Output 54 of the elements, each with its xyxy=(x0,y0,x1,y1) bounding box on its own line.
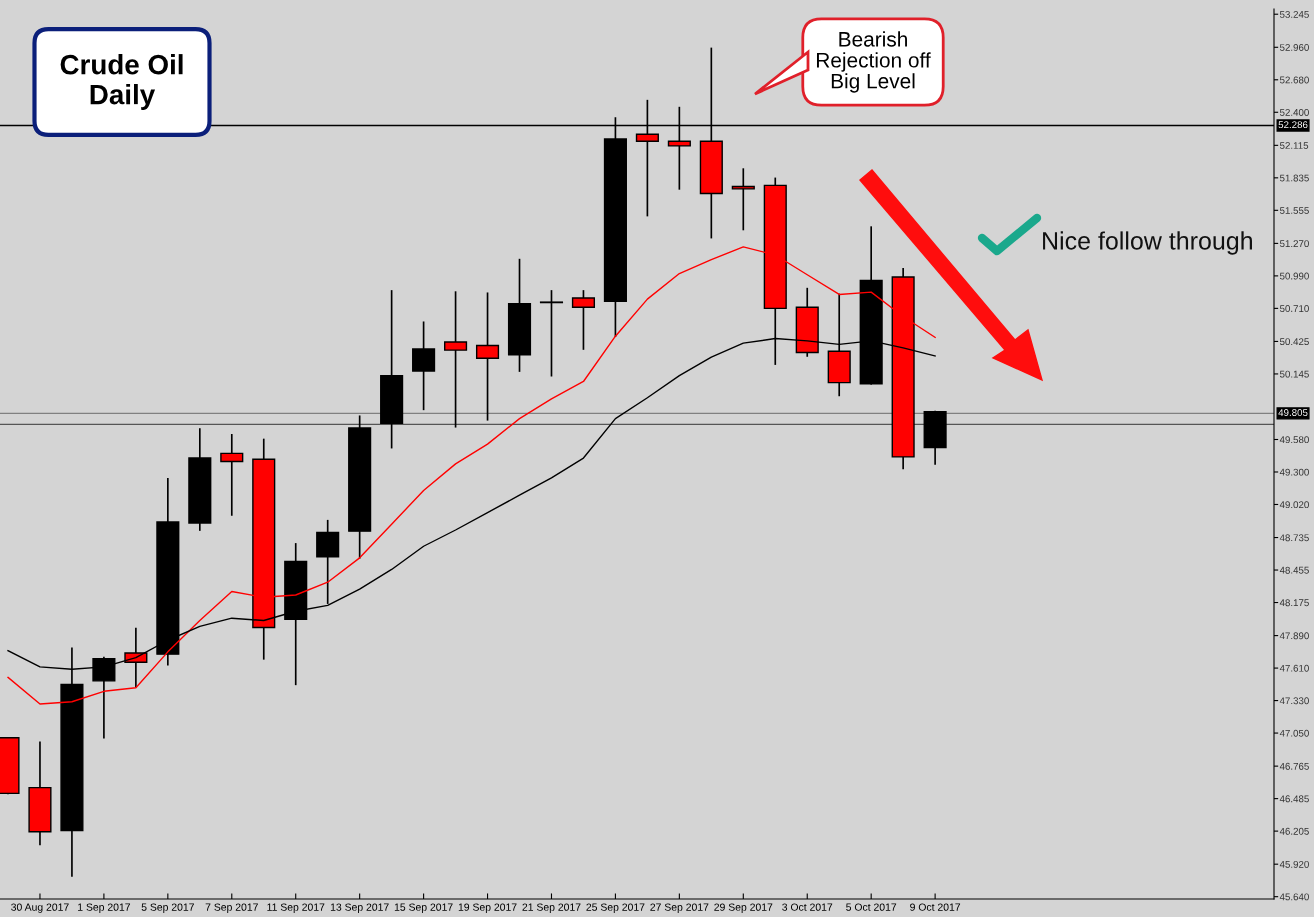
x-tick-label: 30 Aug 2017 xyxy=(11,903,69,913)
x-tick-label: 25 Sep 2017 xyxy=(586,903,645,913)
text: Nice follow through xyxy=(1043,231,1252,255)
y-tick-label: 51.270 xyxy=(1279,240,1309,248)
y-tick-label: 52.680 xyxy=(1279,76,1309,84)
y-tick-label: 46.765 xyxy=(1279,762,1309,770)
annotation: Bearish Rejection off Big Level xyxy=(816,31,931,93)
ref-line-label: 52.286 xyxy=(1278,121,1308,129)
text: Crude Oil Daily xyxy=(60,54,183,110)
x-tick-label: 27 Sep 2017 xyxy=(650,903,709,913)
x-tick-label: 7 Sep 2017 xyxy=(205,903,258,913)
y-tick-label: 49.580 xyxy=(1279,436,1309,444)
x-tick-label: 1 Sep 2017 xyxy=(78,903,131,913)
x-tick-label: 19 Sep 2017 xyxy=(458,903,517,913)
y-tick-label: 47.330 xyxy=(1279,697,1309,705)
candlestick xyxy=(220,434,244,516)
y-tick-label: 46.485 xyxy=(1279,795,1309,803)
y-tick-label: 51.555 xyxy=(1279,207,1309,214)
y-tick-label: 50.710 xyxy=(1279,305,1309,312)
y-tick-label: 53.245 xyxy=(1279,10,1309,18)
x-tick-label: 9 Oct 2017 xyxy=(910,903,961,911)
y-tick-label: 50.145 xyxy=(1279,370,1309,378)
y-tick-label: 46.205 xyxy=(1279,827,1309,835)
y-tick-label: 48.175 xyxy=(1279,599,1309,607)
y-tick-label: 52.400 xyxy=(1279,109,1309,116)
candlestick xyxy=(571,290,596,350)
x-tick-label: 3 Oct 2017 xyxy=(782,903,833,911)
y-tick-label: 49.020 xyxy=(1279,501,1309,509)
y-tick-label: 52.960 xyxy=(1279,44,1309,51)
y-tick-label: 45.640 xyxy=(1279,893,1309,901)
y-tick-label: 47.050 xyxy=(1279,729,1309,737)
y-tick-label: 47.610 xyxy=(1279,664,1309,672)
candlestick xyxy=(444,291,468,428)
y-tick-label: 51.835 xyxy=(1279,174,1309,182)
candlestick xyxy=(539,290,564,377)
x-tick-label: 5 Sep 2017 xyxy=(141,903,194,913)
x-tick-label: 29 Sep 2017 xyxy=(714,903,773,913)
candlestick xyxy=(475,292,500,421)
x-tick-label: 13 Sep 2017 xyxy=(330,903,389,913)
x-tick-label: 11 Sep 2017 xyxy=(267,903,325,913)
x-tick-label: 15 Sep 2017 xyxy=(394,903,453,913)
y-tick-label: 49.300 xyxy=(1279,468,1309,476)
y-tick-label: 48.735 xyxy=(1279,534,1309,542)
candlestick xyxy=(412,321,436,411)
y-tick-label: 52.115 xyxy=(1279,142,1309,149)
x-tick-label: 5 Oct 2017 xyxy=(846,903,897,911)
y-tick-label: 47.890 xyxy=(1279,632,1309,640)
y-tick-label: 50.990 xyxy=(1279,272,1309,280)
x-tick-label: 21 Sep 2017 xyxy=(522,903,581,913)
y-tick-label: 48.455 xyxy=(1279,566,1309,574)
ref-line-label: 49.805 xyxy=(1278,409,1308,416)
y-tick-label: 50.425 xyxy=(1279,338,1309,346)
candlestick xyxy=(731,168,755,231)
y-tick-label: 45.920 xyxy=(1279,860,1309,868)
